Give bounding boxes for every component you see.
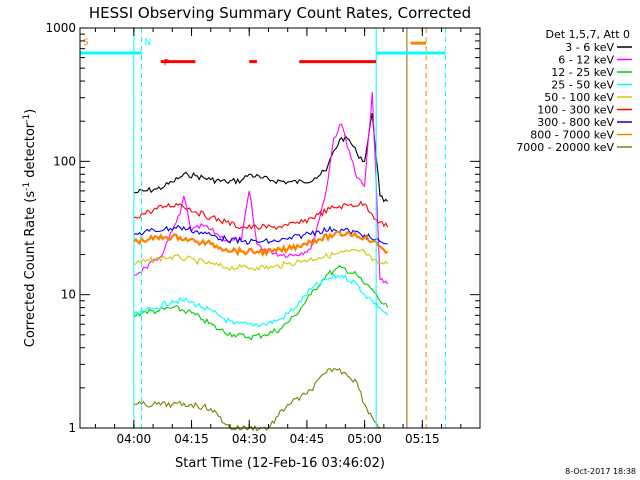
axis-layer: 04:00 04:15 04:30 04:45 05:00 05:15 1 10 100 1000 (45, 21, 481, 446)
y-axis-label-mid: detector (23, 122, 38, 182)
legend-label: 7000 - 20000 keV (516, 141, 614, 154)
y-axis-label-sup-2: -1 (22, 114, 32, 123)
series-line-50-100-kev (133, 248, 389, 272)
y-tick-label: 10 (61, 288, 76, 302)
annotation-n: N (145, 38, 152, 48)
x-tick-label: 04:45 (290, 432, 325, 446)
legend-label: 25 - 50 keV (551, 79, 614, 92)
series-line-300-800-kev (133, 224, 388, 246)
series-layer (132, 92, 389, 432)
series-line-800-7000-kev (132, 230, 389, 258)
legend-label: 6 - 12 keV (558, 54, 614, 67)
series-line-12-25-kev (133, 264, 389, 341)
y-axis-label: Corrected Count Rate (s-1 detector-1) (22, 109, 38, 347)
overlay-layer: S N F (79, 28, 446, 428)
legend-label: 100 - 300 keV (537, 104, 614, 117)
series-line-100-300-kev (133, 200, 389, 231)
legend-label: 50 - 100 keV (544, 91, 614, 104)
x-axis-label: Start Time (12-Feb-16 03:46:02) (175, 456, 385, 471)
series-line-6-12-kev (133, 92, 389, 285)
x-tick-label: 04:15 (174, 432, 209, 446)
y-tick-label: 100 (53, 154, 76, 168)
legend-label: 300 - 800 keV (537, 116, 614, 129)
annotation-f: F (164, 59, 169, 69)
x-tick-label: 05:00 (347, 432, 382, 446)
y-tick-label: 1 (68, 421, 76, 435)
y-axis-label-main: Corrected Count Rate (s (23, 191, 38, 348)
legend-title: Det 1,5,7, Att 0 (546, 28, 630, 41)
y-axis-label-sup-1: -1 (22, 182, 32, 191)
chart-title: HESSI Observing Summary Count Rates, Cor… (89, 4, 471, 22)
y-axis-label-end: ) (23, 109, 38, 114)
x-tick-label: 05:15 (405, 432, 440, 446)
timestamp: 8-Oct-2017 18:38 (565, 467, 636, 476)
y-tick-label: 1000 (45, 21, 76, 35)
legend-label: 800 - 7000 keV (530, 129, 614, 142)
series-line-7000-20000-kev (133, 367, 381, 432)
series-line-25-50-kev (133, 273, 389, 328)
x-tick-label: 04:30 (232, 432, 267, 446)
annotation-s: S (83, 38, 89, 48)
x-tick-label: 04:00 (117, 432, 152, 446)
plot-frame (79, 27, 481, 429)
legend-label: 3 - 6 keV (565, 41, 614, 54)
legend-label: 12 - 25 keV (551, 66, 614, 79)
series-line-3-6-kev (133, 112, 389, 203)
